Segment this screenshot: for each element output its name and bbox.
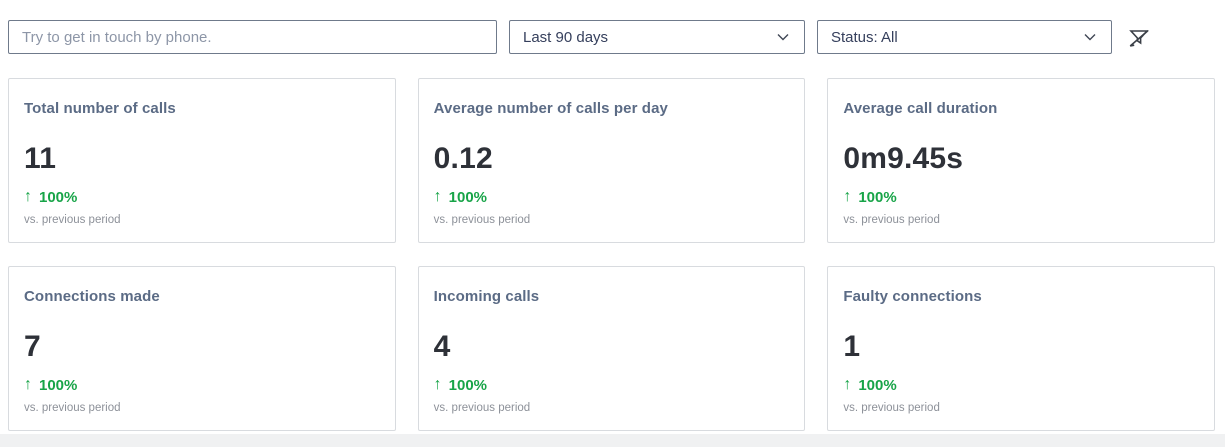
card-caption: vs. previous period <box>433 402 531 414</box>
period-dropdown[interactable]: Last 90 days <box>509 20 805 54</box>
stat-card-incoming-calls: Incoming calls 4 ↑ 100% vs. previous per… <box>417 266 806 431</box>
card-caption: vs. previous period <box>24 214 121 226</box>
clear-filters-button[interactable] <box>1124 24 1154 52</box>
card-value: 0.12 <box>433 142 493 175</box>
card-delta: ↑ 100% <box>24 188 77 206</box>
delta-percent: 100% <box>448 376 488 394</box>
period-dropdown-value: Last 90 days <box>523 28 609 46</box>
card-title: Average number of calls per day <box>433 100 668 117</box>
card-value: 7 <box>24 330 41 363</box>
arrow-up-icon: ↑ <box>433 188 442 205</box>
search-input[interactable] <box>8 20 497 54</box>
filter-off-icon <box>1129 29 1149 47</box>
stat-card-avg-call-duration: Average call duration 0m9.45s ↑ 100% vs.… <box>827 78 1215 243</box>
card-title: Faulty connections <box>843 288 982 305</box>
filter-toolbar: Last 90 days Status: All <box>0 0 1225 55</box>
chevron-down-icon <box>777 34 789 41</box>
status-dropdown[interactable]: Status: All <box>817 20 1112 54</box>
card-delta: ↑ 100% <box>434 376 487 394</box>
stats-card-grid: Total number of calls 11 ↑ 100% vs. prev… <box>8 78 1215 431</box>
card-title: Total number of calls <box>24 100 176 117</box>
card-caption: vs. previous period <box>433 214 531 226</box>
card-title: Incoming calls <box>433 288 540 305</box>
card-value: 4 <box>433 330 451 363</box>
stat-card-avg-calls-per-day: Average number of calls per day 0.12 ↑ 1… <box>417 78 806 243</box>
arrow-up-icon: ↑ <box>843 376 852 393</box>
card-title: Average call duration <box>843 100 998 117</box>
stat-card-connections-made: Connections made 7 ↑ 100% vs. previous p… <box>8 266 396 431</box>
card-caption: vs. previous period <box>24 402 121 414</box>
stat-card-total-calls: Total number of calls 11 ↑ 100% vs. prev… <box>8 78 396 243</box>
arrow-up-icon: ↑ <box>24 188 32 205</box>
delta-percent: 100% <box>858 376 897 394</box>
card-value: 0m9.45s <box>843 142 964 175</box>
card-value: 1 <box>843 330 861 363</box>
dashboard-content: Last 90 days Status: All Total number of… <box>0 0 1225 434</box>
card-title: Connections made <box>24 288 160 305</box>
card-caption: vs. previous period <box>843 402 940 414</box>
status-dropdown-value: Status: All <box>831 28 898 46</box>
chevron-down-icon <box>1084 34 1096 41</box>
card-value: 11 <box>24 142 57 175</box>
arrow-up-icon: ↑ <box>24 376 32 393</box>
delta-percent: 100% <box>858 188 897 206</box>
card-delta: ↑ 100% <box>843 188 896 206</box>
arrow-up-icon: ↑ <box>843 188 852 205</box>
card-delta: ↑ 100% <box>843 376 896 394</box>
delta-percent: 100% <box>39 376 78 394</box>
delta-percent: 100% <box>39 188 78 206</box>
card-caption: vs. previous period <box>843 214 940 226</box>
arrow-up-icon: ↑ <box>433 376 442 393</box>
delta-percent: 100% <box>448 188 488 206</box>
card-delta: ↑ 100% <box>434 188 487 206</box>
stat-card-faulty-connections: Faulty connections 1 ↑ 100% vs. previous… <box>827 266 1215 431</box>
card-delta: ↑ 100% <box>24 376 77 394</box>
